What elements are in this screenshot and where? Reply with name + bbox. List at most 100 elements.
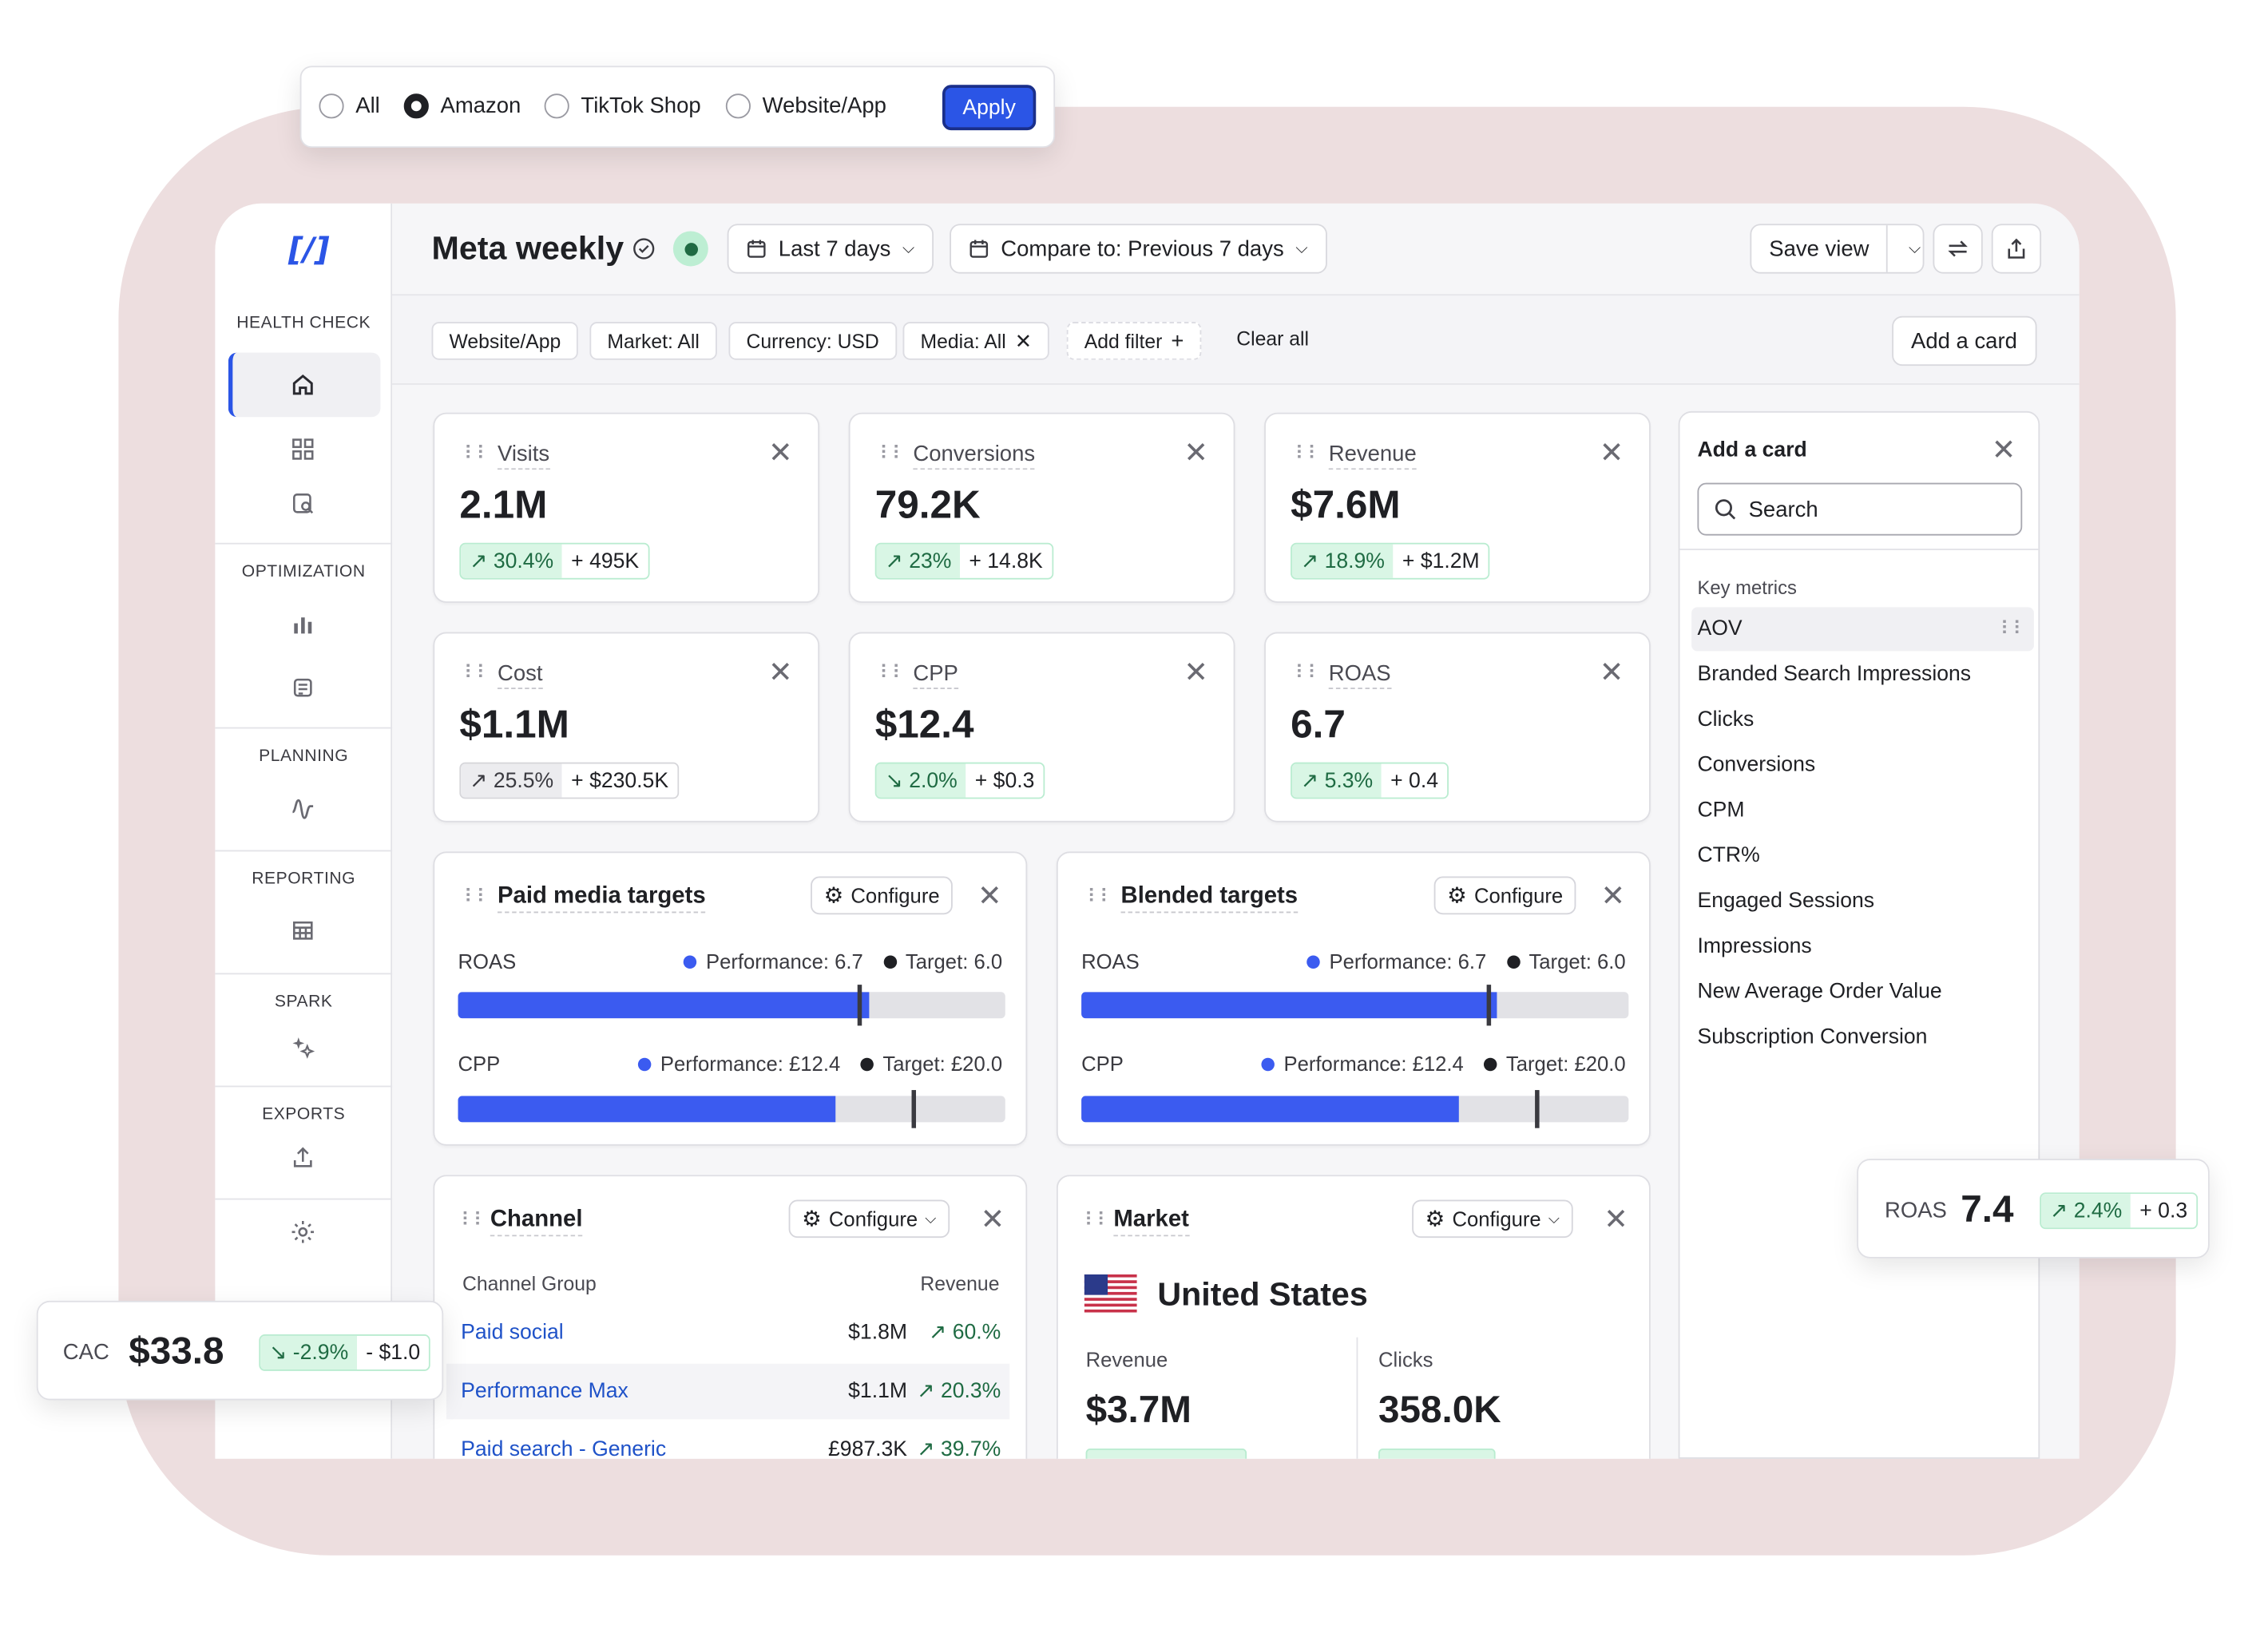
metric-card-visits[interactable]: ⠇⠇ Visits ✕ 2.1M ↗ 30.4% + 495K xyxy=(433,412,820,603)
drag-handle-icon[interactable]: ⠇⠇ xyxy=(463,885,490,908)
close-icon[interactable]: ✕ xyxy=(767,437,793,470)
metric-list-item[interactable]: Impressions xyxy=(1697,934,1812,959)
close-icon[interactable]: ✕ xyxy=(767,656,793,690)
metric-card-cost[interactable]: ⠇⠇ Cost ✕ $1.1M ↗ 25.5% + $230.5K xyxy=(433,632,820,822)
metric-label: ROAS xyxy=(1885,1198,1947,1223)
close-icon[interactable]: ✕ xyxy=(1991,434,2016,467)
performance-dot xyxy=(684,954,698,969)
wave-icon[interactable] xyxy=(283,787,323,828)
bar-chart-icon[interactable] xyxy=(283,604,323,645)
metric-card-cpp[interactable]: ⠇⠇ CPP ✕ $12.4 ↘ 2.0% + $0.3 xyxy=(848,632,1235,822)
drag-handle-icon[interactable]: ⠇⠇ xyxy=(463,442,490,464)
metric-card-roas[interactable]: ⠇⠇ ROAS ✕ 6.7 ↗ 5.3% + 0.4 xyxy=(1264,632,1651,822)
close-icon[interactable]: ✕ xyxy=(1604,1203,1628,1237)
table-row[interactable]: Performance Max $1.1M ↗ 20.3% xyxy=(446,1363,1010,1420)
metric-list-item[interactable]: Clicks xyxy=(1697,708,1755,732)
grid-icon[interactable] xyxy=(283,429,323,470)
close-icon[interactable]: ✕ xyxy=(1184,437,1209,470)
close-icon[interactable]: ✕ xyxy=(1184,656,1209,690)
filter-chip-currency[interactable]: Currency: USD xyxy=(728,322,897,360)
gear-icon[interactable] xyxy=(283,1211,323,1252)
channel-link[interactable]: Performance Max xyxy=(461,1379,628,1404)
drag-handle-icon[interactable]: ⠇⠇ xyxy=(461,1208,487,1231)
metric-list-item[interactable]: New Average Order Value xyxy=(1697,980,1942,1004)
channel-link[interactable]: Paid social xyxy=(461,1321,564,1345)
radio-amazon[interactable]: Amazon xyxy=(403,93,521,119)
metric-list-item[interactable]: CPM xyxy=(1697,799,1745,822)
close-icon[interactable]: ✕ xyxy=(977,881,1002,914)
search-input[interactable]: Search xyxy=(1697,482,2023,536)
share-button[interactable] xyxy=(1991,224,2042,274)
market-card[interactable]: ⠇⠇ Market ⚙ Configure ⌵ ✕ United States Re… xyxy=(1056,1175,1651,1459)
sparkle-icon[interactable] xyxy=(283,1027,323,1068)
metric-list-item[interactable]: Conversions xyxy=(1697,753,1816,777)
drag-handle-icon[interactable]: ⠇⠇ xyxy=(1295,661,1322,684)
chip-label: Currency: USD xyxy=(746,330,879,352)
configure-dropdown[interactable]: ⚙ Configure ⌵ xyxy=(1412,1199,1573,1239)
radio-website-app[interactable]: Website/App xyxy=(725,93,886,119)
filter-chip-media[interactable]: Media: All ✕ xyxy=(902,322,1050,360)
channel-card[interactable]: ⠇⠇ Channel ⚙ Configure ⌵ ✕ Channel Group R… xyxy=(433,1175,1028,1459)
chip-label: Website/App xyxy=(449,330,561,352)
close-icon[interactable]: ✕ xyxy=(1599,656,1624,690)
metric-list-item[interactable]: Subscription Conversion xyxy=(1697,1025,1928,1049)
filter-chip-website[interactable]: Website/App xyxy=(431,322,579,360)
metric-value: 79.2K xyxy=(874,482,981,527)
delta-value: - $1.0 xyxy=(357,1335,430,1370)
configure-button[interactable]: ⚙ Configure xyxy=(1433,876,1576,915)
channel-link[interactable]: Paid search - Generic xyxy=(461,1438,667,1459)
chevron-down-icon[interactable]: ⌵ xyxy=(1909,239,1921,257)
change-cell: ↗ 60.% xyxy=(929,1321,1001,1345)
table-row[interactable]: Paid search - Generic £987.3K ↗ 39.7% xyxy=(446,1422,1009,1459)
metric-list-item[interactable]: Engaged Sessions xyxy=(1697,890,1875,914)
table-icon[interactable] xyxy=(283,910,323,951)
home-icon[interactable] xyxy=(283,364,323,405)
radio-tiktok-shop[interactable]: TikTok Shop xyxy=(544,93,701,119)
save-view-button[interactable]: Save view xyxy=(1751,225,1889,272)
radio-all[interactable]: All xyxy=(319,93,380,119)
change-pill: ↗ 18.9% + $1.2M xyxy=(1291,542,1490,580)
metric-card-revenue[interactable]: ⠇⠇ Revenue ✕ $7.6M ↗ 18.9% + $1.2M xyxy=(1264,412,1651,603)
drag-handle-icon[interactable]: ⠇⠇ xyxy=(2000,617,2027,640)
change-value: 5.3% xyxy=(1324,768,1374,793)
paid-media-targets-card[interactable]: ⠇⠇ Paid media targets ⚙ Configure ✕ ROAS … xyxy=(433,851,1028,1146)
apply-button[interactable]: Apply xyxy=(942,85,1037,131)
metric-card-conversions[interactable]: ⠇⠇ Conversions ✕ 79.2K ↗ 23% + 14.8K xyxy=(848,412,1235,603)
metric-label: CAC xyxy=(62,1340,109,1365)
close-icon[interactable]: ✕ xyxy=(1014,328,1033,352)
configure-dropdown[interactable]: ⚙ Configure ⌵ xyxy=(788,1199,950,1239)
add-filter-button[interactable]: Add filter + xyxy=(1066,322,1202,360)
table-row[interactable]: Paid social $1.8M ↗ 60.% xyxy=(446,1305,1009,1361)
search-doc-icon[interactable] xyxy=(283,483,323,524)
compare-dropdown[interactable]: Compare to: Previous 7 days ⌵ xyxy=(950,224,1327,274)
metric-list-item[interactable]: Branded Search Impressions xyxy=(1697,663,1972,687)
revenue-cell: £987.3K xyxy=(828,1438,908,1459)
delta-value: + $0.3 xyxy=(965,763,1044,798)
metric-list-item[interactable]: AOV xyxy=(1697,617,1743,641)
card-title: Paid media targets xyxy=(497,882,706,914)
divider xyxy=(215,973,393,975)
metric-list-item[interactable]: CTR% xyxy=(1697,844,1760,868)
drag-handle-icon[interactable]: ⠇⠇ xyxy=(1087,885,1113,908)
filter-chip-market[interactable]: Market: All xyxy=(589,322,717,360)
blended-targets-card[interactable]: ⠇⠇ Blended targets ⚙ Configure ✕ ROAS Per… xyxy=(1056,851,1651,1146)
drag-handle-icon[interactable]: ⠇⠇ xyxy=(463,661,490,684)
drag-handle-icon[interactable]: ⠇⠇ xyxy=(879,442,906,464)
add-card-button[interactable]: Add a card xyxy=(1892,315,2036,367)
close-icon[interactable]: ✕ xyxy=(1599,437,1624,470)
close-icon[interactable]: ✕ xyxy=(980,1203,1005,1237)
chevron-down-icon: ⌵ xyxy=(1548,1211,1560,1227)
delta-value: + 14.8K xyxy=(960,544,1052,578)
refresh-button[interactable] xyxy=(1933,224,1983,274)
close-icon[interactable]: ✕ xyxy=(1600,881,1626,914)
swap-icon xyxy=(1948,240,1968,257)
drag-handle-icon[interactable]: ⠇⠇ xyxy=(1084,1208,1111,1231)
upload-icon[interactable] xyxy=(283,1137,323,1178)
configure-button[interactable]: ⚙ Configure xyxy=(811,876,954,915)
report-icon[interactable] xyxy=(283,668,323,708)
verified-icon[interactable] xyxy=(632,237,656,268)
drag-handle-icon[interactable]: ⠇⠇ xyxy=(1295,442,1322,464)
drag-handle-icon[interactable]: ⠇⠇ xyxy=(879,661,906,684)
clear-all-link[interactable]: Clear all xyxy=(1236,327,1310,350)
date-range-dropdown[interactable]: Last 7 days ⌵ xyxy=(727,224,934,274)
